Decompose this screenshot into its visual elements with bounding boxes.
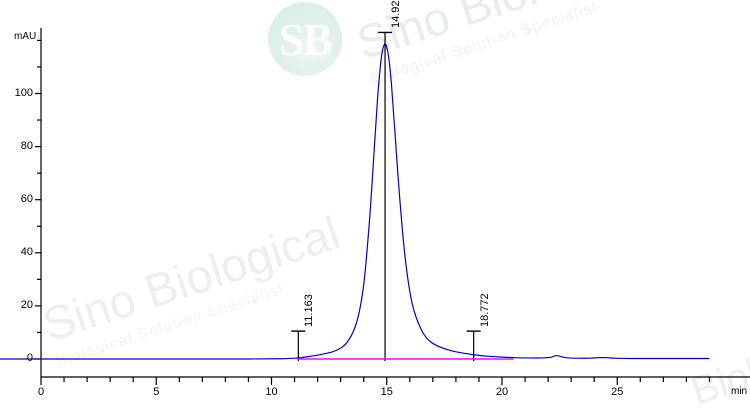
uv-trace-line [0,42,710,360]
y-axis-unit-label: mAU [14,31,37,42]
y-tick-label: 20 [20,298,33,311]
y-tick-label: 60 [20,192,33,205]
x-tick-label: 20 [495,386,509,398]
peak-retention-label: 14.926 [390,0,403,29]
x-axis-unit-label: min [731,386,748,397]
x-tick-label: 25 [611,386,624,398]
y-tick-label: 80 [20,139,33,152]
plot-area [0,28,750,385]
y-tick-label: 100 [14,86,33,99]
peak-retention-label: 18.772 [478,293,491,328]
x-tick-label: 15 [380,386,393,398]
y-tick-label: 40 [20,245,33,258]
x-axis-ticks [40,377,711,385]
y-axis-ticks [35,39,41,360]
peak-retention-markers [291,31,481,361]
x-tick-label: 10 [265,386,278,398]
y-tick-label: 0 [26,352,33,364]
x-tick-label: 5 [153,386,160,398]
axis-lines [40,28,750,378]
x-tick-label: 0 [37,386,45,398]
peak-retention-label: 11.163 [303,294,316,328]
